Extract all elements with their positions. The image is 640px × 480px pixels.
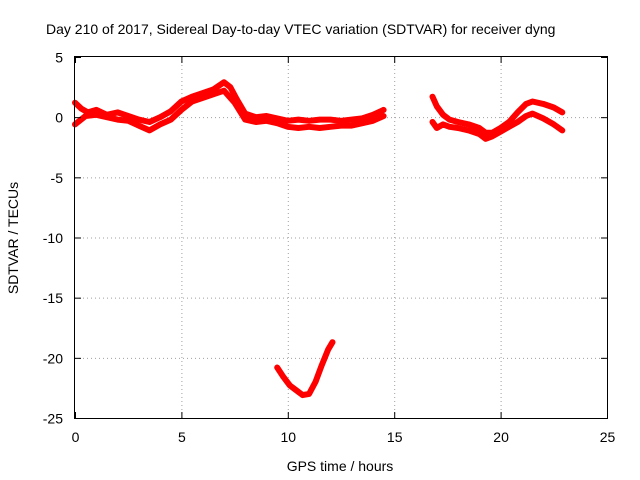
y-tick-label: 5 [55,50,63,66]
x-tick-label: 5 [178,429,186,445]
ticks: 0 5 10 15 20 25 -25 -20 -15 -10 -5 0 5 [43,50,616,446]
segment-dip [274,339,336,399]
segment-2-lower [429,110,566,142]
x-tick-label: 0 [72,429,80,445]
y-axis-label: SDTVAR / TECUs [5,182,21,294]
x-tick-label: 20 [493,429,509,445]
x-tick-label: 15 [387,429,403,445]
segment-1-upper [72,79,387,125]
y-tick-label: -5 [51,170,64,186]
x-tick-label: 10 [281,429,297,445]
y-tick-label: -15 [43,290,63,306]
segment-2-upper [429,93,566,136]
plot-frame [74,56,608,419]
y-tick-label: 0 [55,110,63,126]
y-tick-label: -25 [43,411,63,427]
series-layer [72,79,566,399]
y-tick-label: -10 [43,230,63,246]
segment-1-lower [72,87,387,134]
chart-title: Day 210 of 2017, Sidereal Day-to-day VTE… [46,21,555,37]
x-axis-label: GPS time / hours [287,458,394,474]
y-tick-label: -20 [43,350,63,366]
x-tick-label: 25 [600,429,616,445]
grid [75,57,607,418]
